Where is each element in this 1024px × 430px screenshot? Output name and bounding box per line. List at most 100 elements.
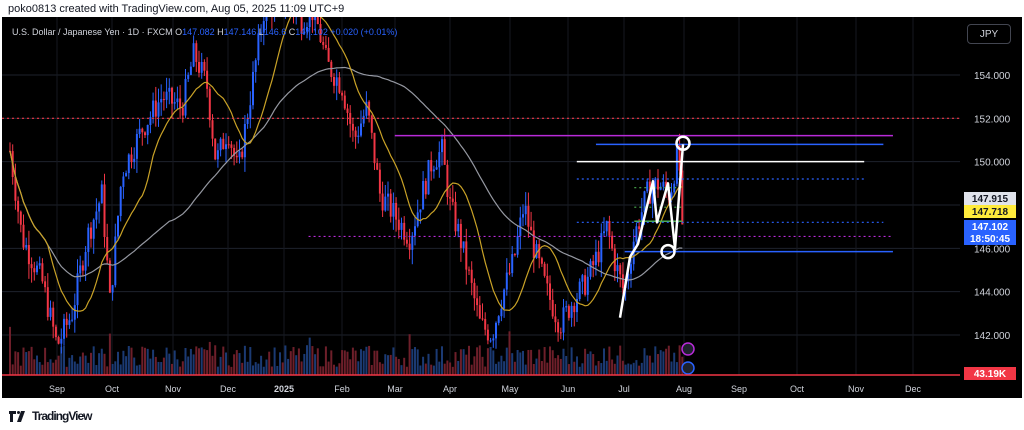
volume-bar [584,348,587,375]
y-tick-label: 142.000 [974,331,1011,342]
ma-fast-line [9,17,683,312]
candle-body [354,130,357,137]
volume-bar [281,362,284,375]
candle-body [362,115,365,124]
candle-body [411,235,414,250]
candle-body [192,43,195,67]
volume-bar [154,356,157,375]
candle-body [343,95,346,109]
candle-body [597,251,600,263]
volume-bar [195,346,198,375]
volume-bar [14,351,17,375]
price-label: 147.915 [972,194,1009,205]
volume-bar [203,349,206,375]
volume-bar [246,361,249,375]
us-flag-icon[interactable] [681,361,695,375]
volume-bar [308,337,311,375]
volume-bar [114,361,117,375]
volume-bar [176,359,179,375]
candle-body [111,285,114,293]
volume-bar [451,366,454,375]
candle-body [476,298,479,306]
candle-body [503,289,506,309]
candle-body [233,147,236,156]
volume-bar [578,366,581,375]
volume-bar [424,363,427,375]
volume-bar [638,365,641,375]
volume-bar [524,364,527,375]
candle-body [400,222,403,230]
candle-body [532,230,535,258]
candle-body [57,337,60,344]
volume-bar [211,355,214,375]
candle-body [473,282,476,299]
volume-bar [387,355,389,375]
candle-body [443,139,446,165]
volume-bar [513,361,516,375]
volume-bar [554,358,557,375]
candle-body [133,158,136,163]
candle-body [114,236,117,286]
volume-bar [219,356,222,375]
volume-bar [522,350,524,375]
candle-body [49,307,52,317]
volume-bar [343,350,346,375]
price-chart[interactable]: 142.000144.000146.000148.000150.000152.0… [2,17,1022,398]
chart-panel[interactable]: 142.000144.000146.000148.000150.000152.0… [2,17,1022,398]
candle-body [468,269,470,271]
event-icon[interactable] [681,342,695,356]
volume-bar [303,353,306,375]
volume-bar [38,362,41,375]
y-tick-label: 144.000 [974,288,1011,299]
candle-body [125,173,128,177]
volume-bar [462,349,465,375]
volume-bar [627,363,630,375]
y-tick-label: 152.000 [974,114,1011,125]
volume-bar [71,355,74,375]
volume-bar [230,366,233,375]
candle-body [643,191,646,213]
currency-button[interactable]: JPY [967,24,1011,44]
candle-body [657,178,659,190]
volume-bar [416,349,419,375]
candle-body [181,107,184,116]
volume-bar [141,346,144,375]
candle-body [311,17,314,21]
price-label: 147.102 [972,222,1009,233]
candle-body [522,214,524,218]
volume-bar [79,356,82,375]
x-tick-label: Dec [220,384,237,394]
candle-body [619,265,622,275]
candle-body [397,219,400,230]
volume-bar [179,366,182,375]
volume-bar [276,365,279,375]
volume-bar [295,355,298,375]
volume-bar [592,354,595,375]
volume-bar [130,347,133,375]
change-value: +0.020 (+0.01%) [330,27,398,37]
price-label-box [964,205,1016,218]
candle-body [403,222,406,240]
candle-body [316,17,319,25]
volume-bar [335,366,338,375]
candle-body [338,77,341,93]
candle-body [559,332,562,334]
candle-body [524,205,527,215]
volume-bar [273,347,276,375]
candle-body [149,117,152,125]
candle-body [219,138,222,151]
candle-body [60,338,63,344]
pattern-point-marker[interactable] [675,135,691,151]
candle-body [435,167,438,170]
candle-body [457,223,460,232]
volume-bar [319,366,322,375]
volume-bar [184,347,187,375]
volume-bar [603,348,605,375]
volume-bar [362,350,365,375]
volume-bar [654,346,657,375]
pattern-point-marker[interactable] [660,243,676,260]
volume-bar [146,348,149,375]
volume-bar [117,351,119,375]
x-tick-label: Jun [561,384,576,394]
price-label-box [964,192,1016,205]
